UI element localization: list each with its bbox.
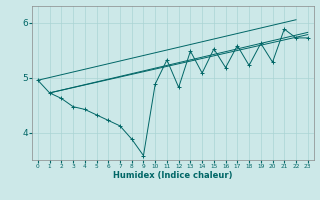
X-axis label: Humidex (Indice chaleur): Humidex (Indice chaleur) — [113, 171, 233, 180]
